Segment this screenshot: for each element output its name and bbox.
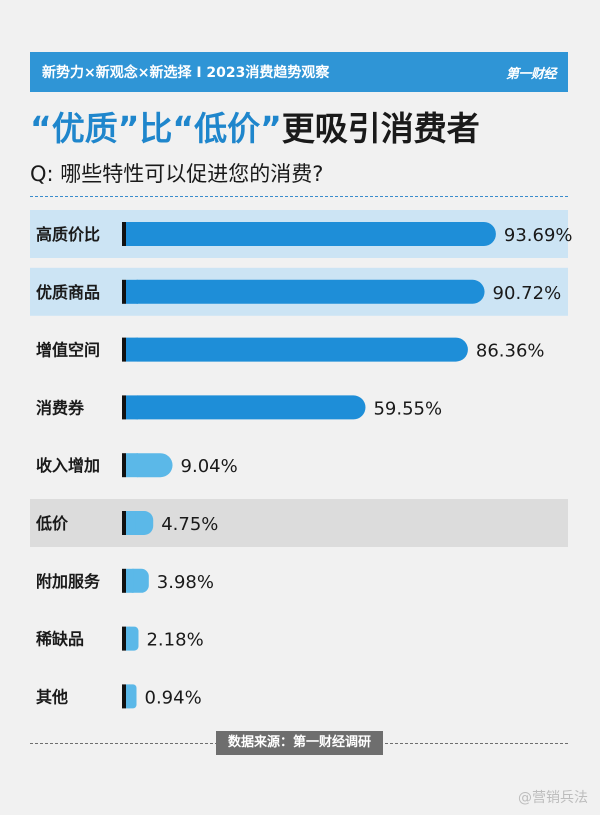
- bar-tick: [122, 453, 126, 478]
- bar-base: [126, 395, 138, 420]
- bar: [126, 395, 366, 420]
- bar-tick: [122, 337, 126, 362]
- bar-tick: [122, 395, 126, 420]
- category-label: 稀缺品: [36, 630, 84, 649]
- bar-tick: [122, 279, 126, 304]
- value-label: 4.75%: [161, 514, 218, 535]
- category-label: 优质商品: [36, 283, 100, 302]
- bar: [126, 279, 485, 304]
- category-label: 其他: [36, 687, 68, 706]
- category-label: 收入增加: [36, 456, 100, 475]
- bar-tick: [122, 626, 126, 651]
- brand-logo: 第一财经: [505, 66, 557, 82]
- title-mid: 比: [139, 109, 173, 148]
- title-quote-1: “优质”: [30, 109, 140, 148]
- bar-base: [126, 279, 138, 304]
- bar: [126, 337, 468, 362]
- value-label: 86.36%: [476, 341, 545, 362]
- watermark: @营销兵法: [518, 790, 588, 806]
- value-label: 59.55%: [373, 398, 442, 419]
- bar-base: [126, 222, 138, 246]
- survey-question: Q: 哪些特性可以促进您的消费?: [30, 162, 324, 186]
- bar-tick: [122, 511, 126, 535]
- bar-base: [126, 453, 138, 478]
- bar-base: [126, 626, 131, 651]
- category-label: 增值空间: [36, 341, 100, 360]
- value-label: 9.04%: [181, 456, 238, 477]
- title-rest: 更吸引消费者: [281, 109, 480, 148]
- value-label: 2.18%: [146, 630, 203, 651]
- value-label: 0.94%: [145, 687, 202, 708]
- bar-base: [126, 568, 134, 593]
- bar-tick: [122, 684, 126, 709]
- title-quote-2: “低价”: [172, 109, 282, 148]
- bar-base: [126, 511, 136, 535]
- value-label: 93.69%: [504, 225, 573, 246]
- bar-base: [126, 684, 130, 709]
- category-label: 低价: [35, 514, 69, 533]
- bar: [126, 222, 496, 246]
- bar-tick: [122, 568, 126, 593]
- page-title: “优质”比“低价”更吸引消费者: [30, 102, 570, 150]
- value-label: 90.72%: [493, 283, 562, 304]
- top-divider: [30, 196, 568, 197]
- category-label: 消费券: [36, 398, 85, 417]
- bar-base: [126, 337, 138, 362]
- header-banner: 新势力×新观念×新选择 I 2023消费趋势观察 第一财经: [30, 52, 568, 92]
- category-label: 高质价比: [36, 225, 100, 244]
- value-label: 3.98%: [157, 572, 214, 593]
- category-label: 附加服务: [36, 572, 101, 591]
- banner-text: 新势力×新观念×新选择 I 2023消费趋势观察: [42, 65, 330, 81]
- bar-tick: [122, 222, 126, 246]
- data-source: 数据来源：第一财经调研: [216, 731, 383, 755]
- row-highlight: [30, 499, 568, 547]
